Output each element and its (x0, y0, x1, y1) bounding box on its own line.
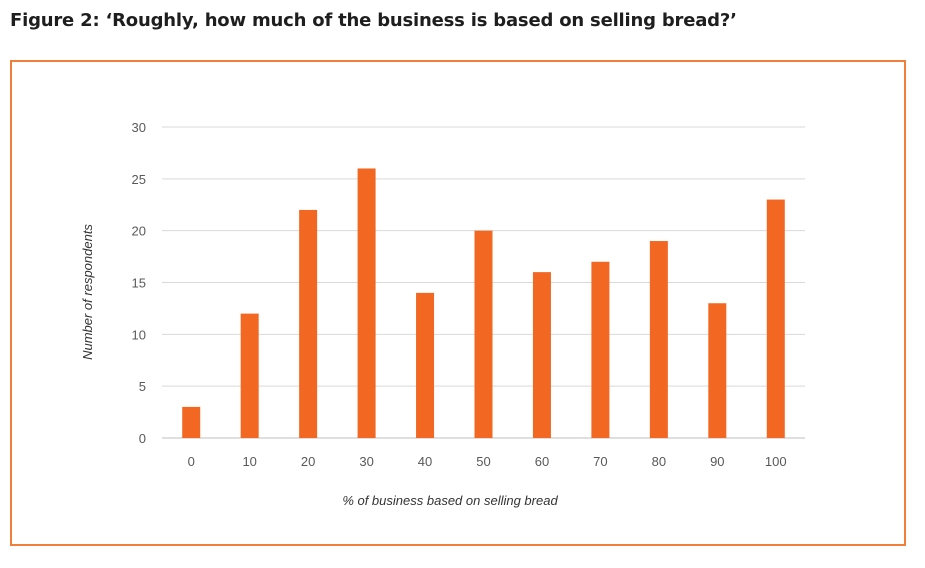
figure-title: Figure 2: ‘Roughly, how much of the busi… (10, 10, 737, 31)
x-tick-label: 80 (652, 454, 666, 469)
x-tick-label: 30 (359, 454, 373, 469)
y-tick-label: 25 (132, 172, 146, 187)
bar (299, 209, 318, 438)
y-tick-label: 30 (132, 120, 146, 135)
y-tick-label: 20 (132, 224, 146, 239)
x-tick-label: 50 (476, 454, 490, 469)
y-axis-label: Number of respondents (80, 224, 95, 360)
y-tick-label: 15 (132, 276, 146, 291)
bar (708, 303, 727, 438)
y-tick-label: 10 (132, 327, 146, 342)
y-tick-label: 5 (139, 379, 146, 394)
x-tick-label: 100 (765, 454, 787, 469)
bar (474, 230, 493, 438)
bar (766, 199, 785, 438)
bar (532, 272, 551, 438)
x-tick-label: 70 (593, 454, 607, 469)
x-tick-label: 20 (301, 454, 315, 469)
x-tick-label: 60 (535, 454, 549, 469)
bar (591, 261, 610, 438)
chart-frame (10, 60, 906, 546)
bar (649, 241, 668, 438)
bar (182, 406, 201, 438)
x-axis-label: % of business based on selling bread (342, 493, 558, 508)
bar (240, 313, 259, 438)
bar (357, 168, 376, 438)
y-tick-label: 0 (139, 431, 146, 446)
x-tick-label: 90 (710, 454, 724, 469)
x-tick-label: 0 (188, 454, 195, 469)
x-tick-label: 40 (418, 454, 432, 469)
x-tick-label: 10 (242, 454, 256, 469)
bar (416, 292, 435, 438)
